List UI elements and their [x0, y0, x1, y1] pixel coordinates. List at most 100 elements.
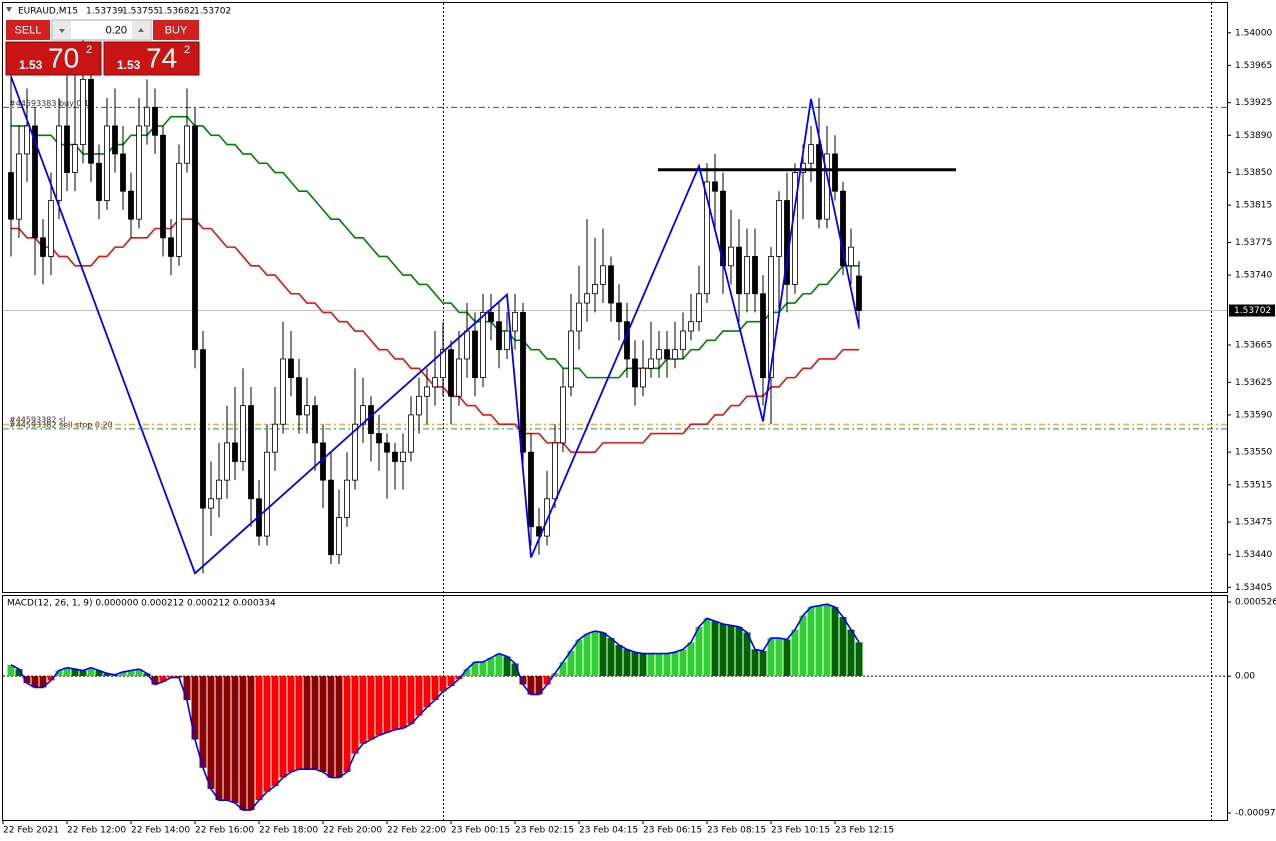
candle-body [680, 330, 686, 351]
candle-body [608, 265, 614, 304]
macd-bar [799, 615, 807, 677]
macd-bar [575, 639, 583, 677]
macd-bar [559, 662, 567, 677]
y-tick-label: 1.53775 [1235, 238, 1272, 248]
x-tick-label: 23 Feb 12:15 [835, 826, 894, 836]
macd-bar [87, 667, 95, 677]
x-tick-label: 23 Feb 00:15 [451, 826, 510, 836]
candle-body [480, 311, 486, 379]
macd-bar [567, 650, 575, 677]
macd-bar [119, 671, 127, 677]
macd-bar [703, 618, 711, 677]
macd-bar [287, 676, 295, 772]
candle-body [552, 442, 558, 500]
macd-bar [815, 605, 823, 677]
macd-bar [31, 676, 39, 688]
macd-bar [159, 676, 167, 682]
macd-bar [631, 652, 639, 677]
y-tick-label: 1.53665 [1235, 341, 1272, 351]
macd-bar [399, 676, 407, 729]
candle-body [720, 190, 726, 267]
volume-box[interactable] [51, 19, 152, 41]
candle-body [664, 349, 670, 360]
macd-bar [503, 656, 511, 677]
order-level-label: #44593382 sell stop 0.20 [9, 420, 113, 429]
macd-bar [359, 676, 367, 744]
macd-bar [239, 676, 247, 811]
candle-body [112, 125, 118, 155]
candle-body [632, 358, 638, 388]
candle-body [72, 144, 78, 173]
macd-bar [439, 676, 447, 692]
bid-box[interactable] [5, 41, 102, 76]
ask-box[interactable] [103, 41, 200, 76]
macd-bar [487, 657, 495, 677]
macd-bar [839, 616, 847, 677]
macd-bar [623, 649, 631, 677]
macd-bar [807, 607, 815, 677]
y-tick-label: 1.53405 [1235, 583, 1272, 593]
candle-body [424, 386, 430, 397]
candle-body [752, 256, 758, 295]
candle-body [96, 162, 102, 201]
candle-body [224, 442, 230, 481]
macd-bar [423, 676, 431, 708]
macd-bar [767, 638, 775, 677]
macd-bar [103, 673, 111, 677]
y-tick-label: 1.53475 [1235, 518, 1272, 528]
macd-bar [615, 645, 623, 677]
y-tick-label: 1.53440 [1235, 550, 1272, 560]
macd-bar [199, 676, 207, 768]
order-level-label: #44593383 buy 0.10 [9, 99, 94, 108]
macd-bar [655, 653, 663, 677]
macd-bar [543, 676, 551, 685]
y-tick-label: 0.00 [1235, 672, 1255, 682]
macd-line [10, 603, 860, 811]
x-tick-label: 22 Feb 16:00 [195, 826, 254, 836]
macd-bar [471, 662, 479, 677]
macd-bar [447, 676, 455, 687]
candle-body [56, 125, 62, 201]
macd-bar [79, 670, 87, 677]
candle-body [136, 125, 142, 220]
candle-body [640, 367, 646, 388]
candle-body [464, 330, 470, 360]
macd-bar [751, 649, 759, 677]
candle-body [336, 517, 342, 556]
macd-bar [127, 670, 135, 677]
macd-bar [319, 676, 327, 772]
y-tick-label: 1.53740 [1235, 271, 1272, 281]
candle-body [688, 321, 694, 332]
candle-body [144, 106, 150, 127]
macd-title: MACD(12, 26, 1, 9) 0.000000 0.000212 0.0… [7, 599, 276, 609]
macd-bar [527, 676, 535, 695]
candle-body [8, 172, 14, 220]
symbol: EURAUD,M15 [18, 7, 78, 17]
y-tick-label: 1.53550 [1235, 448, 1272, 458]
candle-body [304, 405, 310, 416]
macd-bar [415, 676, 423, 716]
candle-body [568, 330, 574, 388]
candle-body [504, 330, 510, 351]
sell-button[interactable] [6, 20, 50, 40]
macd-bar [183, 676, 191, 701]
price-tag [1229, 304, 1275, 317]
bid-big: 1.53 [19, 58, 43, 72]
macd-bar [671, 652, 679, 677]
y-tick-label: 1.53890 [1235, 131, 1272, 141]
macd-bar [335, 676, 343, 778]
ask-pips: 74 [146, 42, 177, 73]
candle-body [216, 479, 222, 500]
macd-bar [679, 649, 687, 677]
macd-bar [63, 667, 71, 677]
candle-body [656, 349, 662, 360]
candle-body [200, 349, 206, 509]
buy-button[interactable] [153, 20, 199, 40]
candle-body [592, 284, 598, 295]
macd-bar [455, 676, 463, 679]
x-tick-label: 23 Feb 02:15 [515, 826, 574, 836]
y-tick-label: 1.53850 [1235, 168, 1272, 178]
